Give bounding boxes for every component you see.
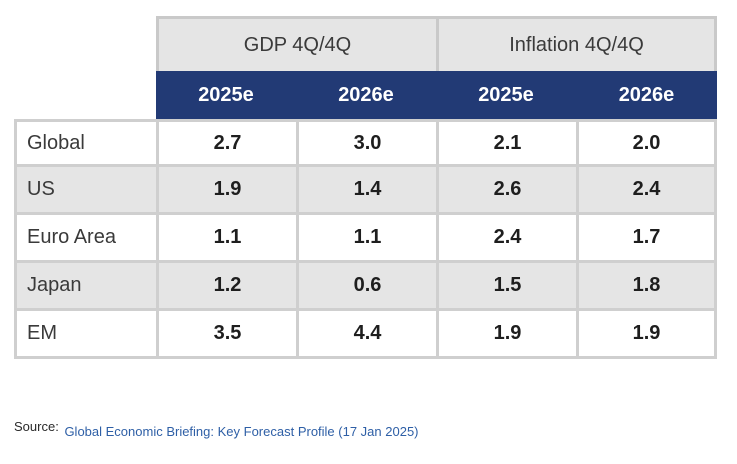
row-label: Euro Area [14,215,156,263]
data-cell: 3.0 [296,119,436,167]
table-row: EM 3.5 4.4 1.9 1.9 [14,311,717,359]
data-cell: 2.1 [436,119,576,167]
year-header-row: 2025e 2026e 2025e 2026e [14,71,717,119]
data-cell: 2.4 [576,167,717,215]
header-corner [14,16,156,71]
row-label: EM [14,311,156,359]
data-cell: 1.8 [576,263,717,311]
year-corner [14,71,156,119]
data-cell: 4.4 [296,311,436,359]
data-cell: 1.1 [156,215,296,263]
column-group-row: GDP 4Q/4Q Inflation 4Q/4Q [14,16,717,71]
source-link[interactable]: Global Economic Briefing: Key Forecast P… [64,424,419,439]
data-cell: 0.6 [296,263,436,311]
row-label: Japan [14,263,156,311]
data-cell: 1.5 [436,263,576,311]
table-row: US 1.9 1.4 2.6 2.4 [14,167,717,215]
year-header: 2025e [156,71,296,119]
data-cell: 1.7 [576,215,717,263]
year-header: 2026e [576,71,717,119]
data-cell: 2.7 [156,119,296,167]
source-note: Source: Global Economic Briefing: Key Fo… [14,419,419,439]
table-row: Global 2.7 3.0 2.1 2.0 [14,119,717,167]
row-label: Global [14,119,156,167]
forecast-table: GDP 4Q/4Q Inflation 4Q/4Q 2025e 2026e 20… [14,16,717,359]
data-cell: 2.4 [436,215,576,263]
year-header: 2026e [296,71,436,119]
data-cell: 1.4 [296,167,436,215]
inflation-group-header: Inflation 4Q/4Q [436,16,717,71]
row-label: US [14,167,156,215]
table-row: Euro Area 1.1 1.1 2.4 1.7 [14,215,717,263]
source-label: Source: [14,419,59,434]
data-cell: 2.6 [436,167,576,215]
data-cell: 3.5 [156,311,296,359]
data-cell: 1.9 [576,311,717,359]
data-cell: 1.1 [296,215,436,263]
data-cell: 1.2 [156,263,296,311]
data-cell: 1.9 [156,167,296,215]
gdp-group-header: GDP 4Q/4Q [156,16,436,71]
table-row: Japan 1.2 0.6 1.5 1.8 [14,263,717,311]
data-cell: 1.9 [436,311,576,359]
data-cell: 2.0 [576,119,717,167]
year-header: 2025e [436,71,576,119]
